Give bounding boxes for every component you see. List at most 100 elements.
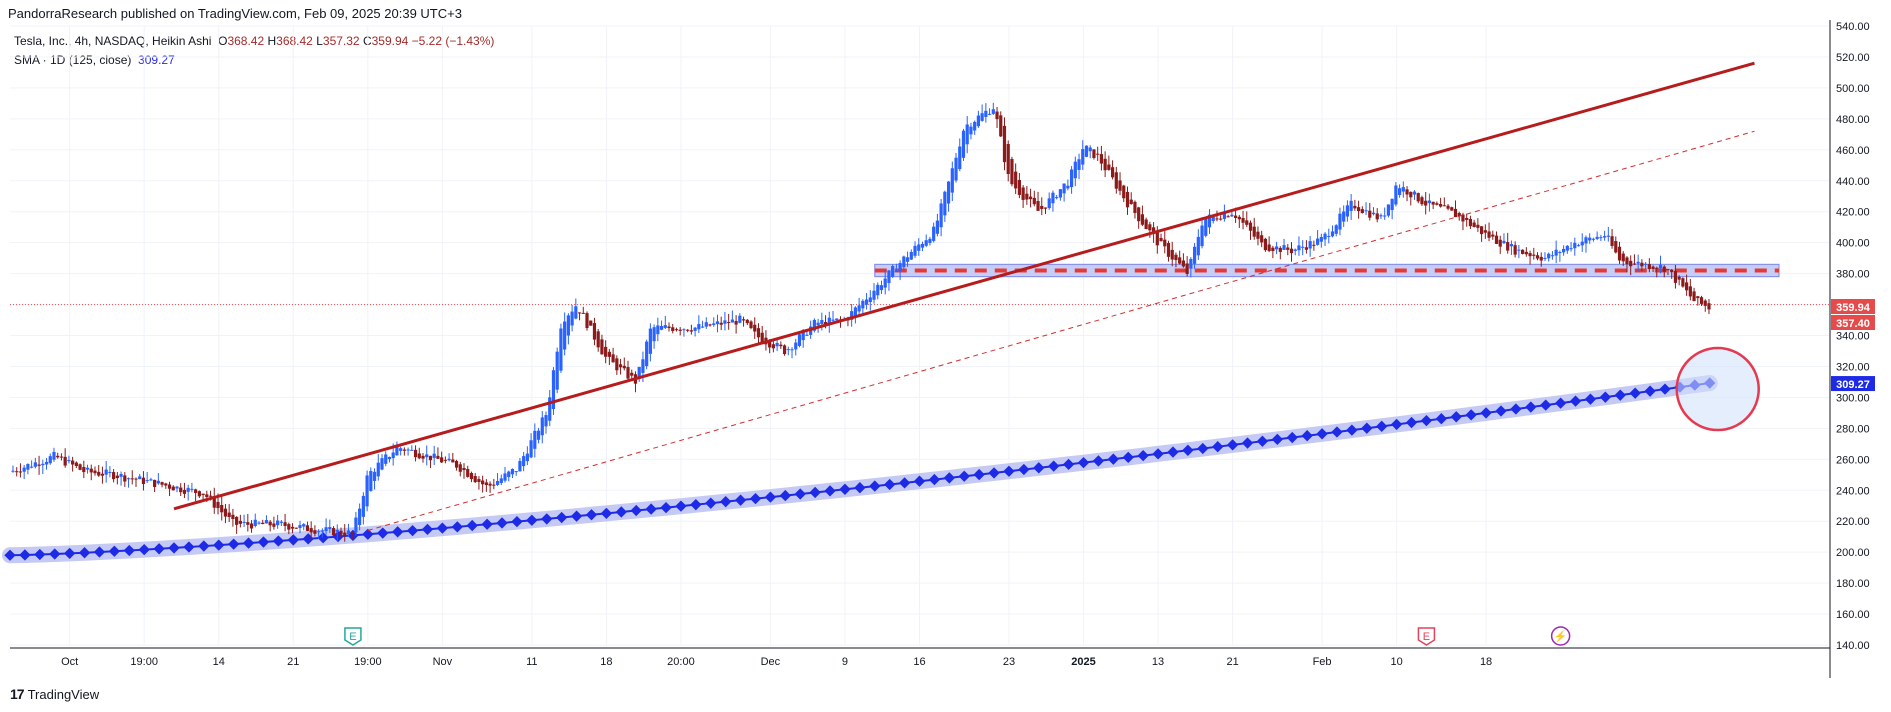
candle-up — [954, 157, 958, 181]
candle-down — [995, 111, 999, 120]
sma-marker — [377, 527, 389, 539]
candle-down — [82, 467, 86, 473]
sma-marker — [1048, 460, 1060, 472]
sma-marker — [1107, 453, 1119, 465]
candle-up — [663, 325, 667, 328]
sma-marker — [227, 538, 240, 550]
candle-up — [1282, 245, 1286, 250]
sma-marker — [1152, 448, 1164, 460]
sma-marker — [809, 486, 821, 499]
published-by-line: PandorraResearch published on TradingVie… — [8, 6, 462, 21]
sma-marker — [257, 536, 270, 548]
tradingview-footer[interactable]: 17 TradingView — [10, 686, 99, 702]
candle-up — [52, 451, 56, 460]
sma-marker — [1331, 426, 1343, 438]
candle-up — [965, 124, 969, 145]
candle-up — [298, 525, 302, 529]
symbol-line: Tesla, Inc., 4h, NASDAQ, Heikin Ashi — [14, 34, 212, 48]
last-price-label-bg — [1831, 299, 1875, 314]
candle-down — [1155, 230, 1159, 246]
candle-up — [1543, 257, 1547, 259]
candle-down — [1677, 276, 1681, 280]
candle-down — [130, 478, 134, 480]
candle-up — [1077, 159, 1081, 170]
sma-marker — [1465, 409, 1477, 421]
candle-down — [577, 312, 582, 314]
candle-up — [786, 349, 790, 351]
x-tick-label: 2025 — [1071, 656, 1095, 668]
candle-down — [1107, 164, 1111, 170]
candle-up — [697, 324, 701, 330]
candle-down — [227, 512, 231, 517]
candle-down — [56, 455, 60, 458]
candle-up — [1364, 210, 1368, 212]
candle-up — [850, 311, 854, 320]
sma-marker — [1077, 456, 1090, 469]
candle-up — [1509, 244, 1514, 247]
candle-down — [417, 453, 421, 459]
candle-down — [782, 345, 787, 355]
candle-up — [44, 461, 49, 465]
sma-halo — [2, 375, 1718, 564]
candle-up — [1502, 240, 1506, 244]
candle-up — [961, 130, 966, 158]
candle-up — [645, 341, 649, 367]
candle-down — [1163, 239, 1167, 247]
candle-up — [1293, 249, 1297, 251]
candle-down — [216, 501, 220, 509]
sma-marker — [34, 548, 46, 561]
candle-up — [361, 495, 365, 517]
candle-down — [760, 332, 764, 343]
y-tick-label: 520.00 — [1836, 52, 1870, 64]
candle-up — [1576, 245, 1581, 247]
candle-down — [1409, 191, 1413, 198]
candle-up — [320, 530, 324, 532]
candle-down — [1025, 193, 1029, 200]
candle-up — [175, 486, 179, 489]
y-tick-label: 400.00 — [1836, 238, 1870, 250]
candle-up — [551, 370, 556, 410]
sma-marker — [1286, 431, 1298, 444]
candle-down — [1435, 203, 1439, 205]
candle-down — [220, 504, 224, 513]
sma-marker — [1584, 393, 1597, 405]
sma-marker — [1510, 403, 1522, 415]
candle-down — [741, 319, 746, 321]
candle-down — [686, 329, 690, 331]
candle-down — [1524, 251, 1528, 255]
candle-up — [354, 517, 358, 533]
candle-down — [223, 508, 228, 517]
candle-down — [1118, 180, 1122, 191]
candle-down — [708, 324, 712, 326]
x-tick-label: 13 — [1152, 656, 1164, 668]
candle-up — [1301, 246, 1305, 248]
x-tick-label: 18 — [1480, 656, 1492, 668]
candle-down — [59, 456, 64, 458]
candle-up — [656, 325, 660, 335]
candle-up — [1323, 233, 1327, 240]
candle-up — [1390, 198, 1394, 211]
candle-up — [22, 467, 26, 472]
candle-up — [1073, 161, 1077, 179]
candle-down — [1137, 207, 1141, 222]
candle-down — [283, 522, 287, 526]
candle-up — [503, 473, 507, 481]
sma-marker — [1003, 465, 1015, 477]
x-tick-label: 14 — [213, 656, 225, 668]
candle-up — [958, 146, 962, 170]
candle-up — [835, 318, 839, 321]
candle-up — [507, 471, 511, 478]
candle-down — [212, 496, 216, 508]
candle-up — [1345, 205, 1350, 217]
candle-up — [812, 319, 816, 331]
symbol-legend-row[interactable]: Tesla, Inc., 4h, NASDAQ, Heikin Ashi O36… — [14, 32, 494, 51]
candle-down — [290, 526, 295, 529]
candle-down — [1356, 207, 1361, 212]
candle-up — [1371, 212, 1376, 215]
event-label: E — [349, 631, 356, 643]
sma-marker — [362, 528, 374, 540]
candle-up — [1088, 147, 1092, 152]
sma-marker — [213, 539, 225, 551]
candle-down — [1450, 207, 1454, 211]
